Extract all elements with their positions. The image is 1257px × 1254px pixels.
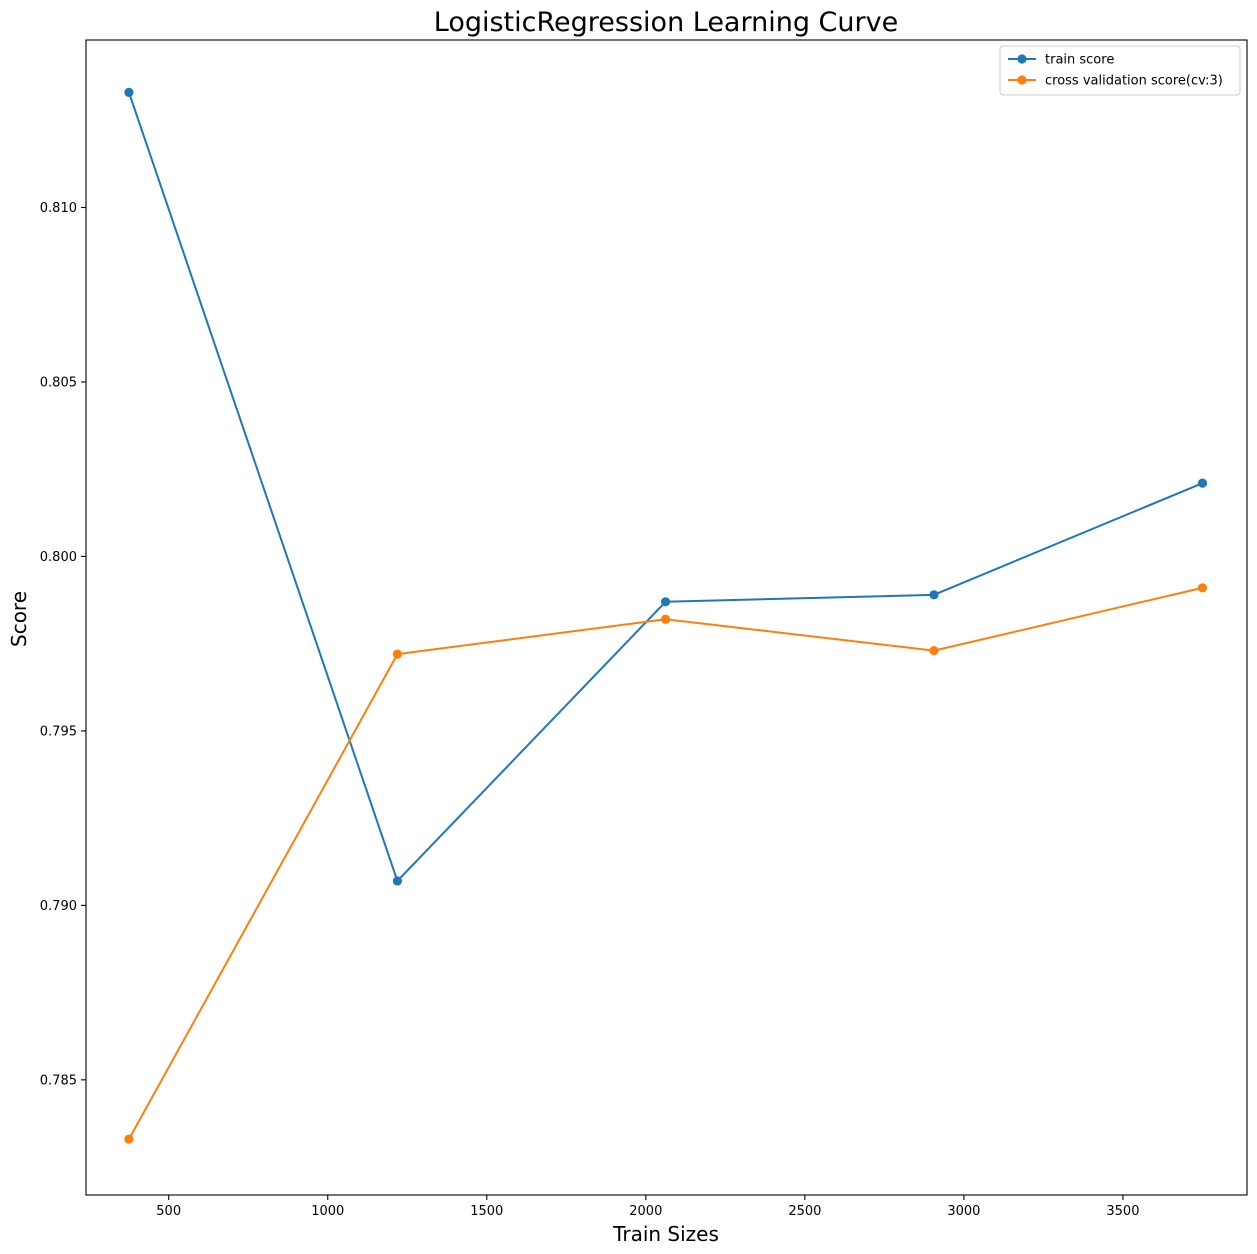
y-tick-label-1: 0.790 [40,899,77,914]
x-tick-label-5: 3000 [947,1204,980,1219]
data-point-series0-2 [660,597,671,607]
data-point-series0-4 [1197,478,1208,488]
legend-marker-1 [1017,75,1027,85]
chart-title: LogisticRegression Learning Curve [434,7,898,38]
x-tick-label-4: 2500 [788,1204,821,1219]
y-tick-label-0: 0.785 [40,1073,77,1088]
axes [85,39,1248,1196]
y-tick-label-2: 0.795 [40,724,77,739]
plot-area [124,87,1208,1144]
series-line-1 [127,586,1204,1141]
data-point-series1-0 [124,1134,134,1144]
data-point-series1-1 [392,649,402,659]
y-tick-label-3: 0.800 [40,550,77,565]
x-tick-label-0: 500 [156,1204,181,1219]
legend: train score cross validation score(cv:3) [999,45,1241,96]
x-tick-label-3: 2000 [629,1204,662,1219]
x-axis-label: Train Sizes [612,1222,719,1246]
legend-box [999,45,1241,96]
data-point-series1-4 [1197,583,1208,593]
x-tick-label-6: 3500 [1106,1204,1139,1219]
y-tick-label-5: 0.810 [40,201,77,216]
legend-label-0: train score [1045,53,1114,68]
data-point-series0-1 [392,876,402,886]
legend-label-1: cross validation score(cv:3) [1045,74,1223,89]
data-point-series1-3 [929,646,939,656]
x-tick-label-1: 1000 [311,1204,344,1219]
y-axis-label: Score [7,591,31,647]
legend-marker-0 [1017,54,1027,64]
data-point-series1-2 [660,614,671,624]
tick-labels: 500 1000 1500 2000 2500 3000 3500 0.785 0.790 0.7… [40,201,1140,1219]
data-point-series0-3 [929,590,939,600]
data-point-series0-0 [124,87,134,97]
y-tick-label-4: 0.805 [40,375,77,390]
series-line-0 [127,91,1204,882]
x-tick-label-2: 1500 [470,1204,503,1219]
axes-frame [85,39,1248,1196]
